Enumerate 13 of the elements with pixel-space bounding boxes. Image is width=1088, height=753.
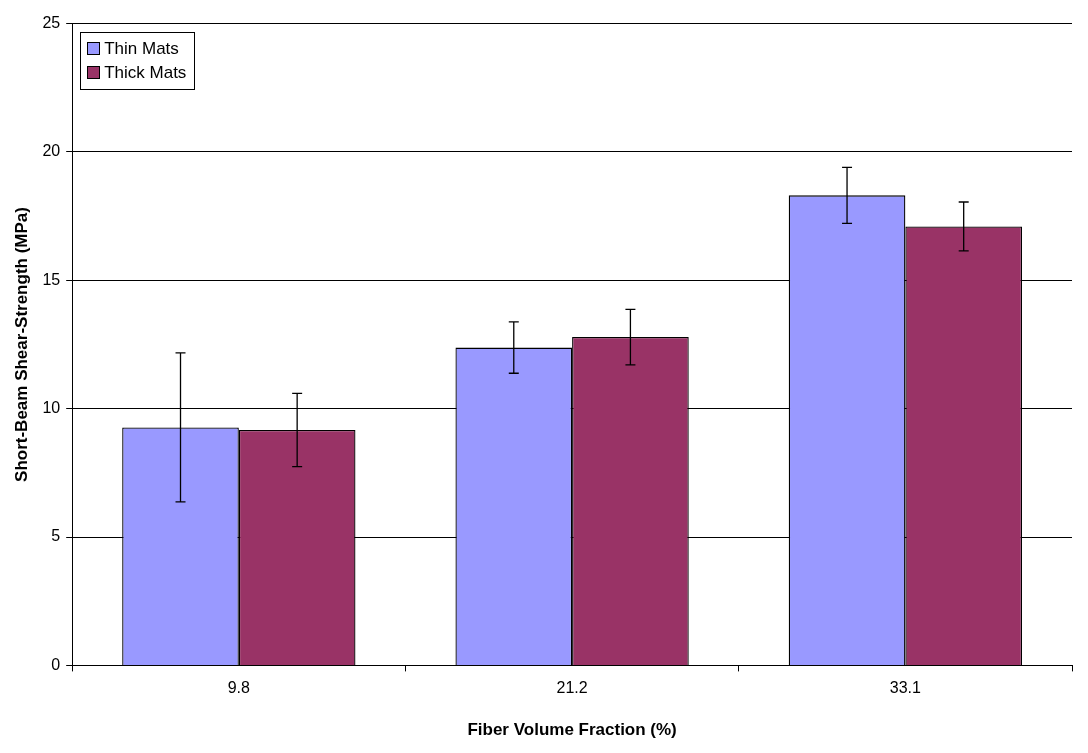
- legend-label: Thin Mats: [104, 37, 179, 60]
- y-tick-label: 25: [42, 14, 61, 32]
- y-axis-title: Short-Beam Shear-Strength (MPa): [11, 207, 31, 482]
- x-tick-label: 33.1: [889, 679, 922, 697]
- y-tick-label: 15: [42, 270, 61, 288]
- x-tick-label: 9.8: [227, 679, 251, 697]
- y-tick-label: 10: [42, 399, 61, 417]
- y-tick-label: 20: [42, 142, 61, 160]
- x-tick-label: 21.2: [556, 679, 588, 697]
- y-tick-label: 5: [51, 527, 61, 545]
- y-tick-label: 0: [51, 655, 61, 673]
- legend-label: Thick Mats: [104, 61, 187, 84]
- x-axis-title: Fiber Volume Fraction (%): [467, 720, 677, 740]
